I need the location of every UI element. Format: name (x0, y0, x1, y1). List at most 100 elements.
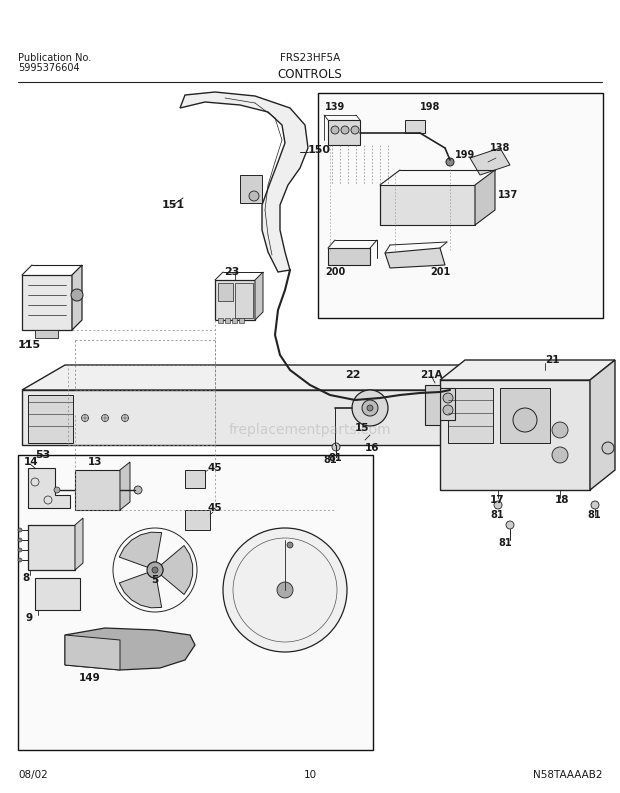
Circle shape (18, 558, 22, 562)
Text: 81: 81 (490, 510, 503, 520)
Text: 17: 17 (490, 495, 505, 505)
Text: 53: 53 (35, 450, 50, 460)
Circle shape (443, 405, 453, 415)
Circle shape (122, 415, 128, 422)
Text: 149: 149 (79, 673, 101, 683)
Circle shape (494, 501, 502, 509)
Text: 138: 138 (490, 143, 510, 153)
Text: 199: 199 (455, 150, 476, 160)
Polygon shape (120, 462, 130, 510)
Polygon shape (440, 388, 455, 420)
Text: 5: 5 (151, 575, 159, 585)
Text: FRS23HF5A: FRS23HF5A (280, 53, 340, 63)
Bar (318, 93, 603, 318)
Polygon shape (161, 546, 193, 595)
Circle shape (362, 400, 378, 416)
Circle shape (443, 393, 453, 403)
Bar (28, 395, 73, 443)
Text: 81: 81 (328, 453, 342, 463)
Polygon shape (28, 468, 70, 508)
Polygon shape (22, 275, 72, 330)
Text: 201: 201 (430, 267, 450, 277)
Text: Publication No.: Publication No. (18, 53, 91, 63)
Polygon shape (22, 390, 510, 445)
Text: 9: 9 (25, 613, 32, 623)
Bar (18, 455, 373, 750)
Polygon shape (470, 148, 510, 175)
Bar (235, 283, 253, 318)
Text: 8: 8 (22, 573, 29, 583)
Text: 45: 45 (208, 463, 223, 473)
Polygon shape (590, 360, 615, 490)
Polygon shape (65, 628, 195, 670)
Polygon shape (380, 185, 475, 225)
Polygon shape (35, 578, 80, 610)
Text: 5995376604: 5995376604 (18, 63, 79, 73)
Text: 15: 15 (355, 423, 370, 433)
Circle shape (332, 443, 340, 451)
Text: freplacementparts.com: freplacementparts.com (229, 423, 391, 437)
Polygon shape (255, 272, 263, 320)
Polygon shape (475, 170, 495, 225)
Circle shape (223, 528, 347, 652)
Polygon shape (119, 573, 162, 607)
Text: CONTROLS: CONTROLS (278, 68, 342, 82)
Circle shape (591, 501, 599, 509)
Polygon shape (75, 518, 83, 570)
Circle shape (102, 415, 108, 422)
Circle shape (331, 126, 339, 134)
Circle shape (287, 542, 293, 548)
Circle shape (552, 447, 568, 463)
Circle shape (18, 528, 22, 532)
Circle shape (513, 408, 537, 432)
Polygon shape (425, 385, 440, 425)
Polygon shape (22, 365, 555, 390)
Circle shape (18, 538, 22, 542)
Polygon shape (28, 525, 75, 570)
Polygon shape (72, 265, 82, 330)
Bar (225, 318, 230, 323)
Bar (240, 175, 262, 203)
Text: 200: 200 (325, 267, 345, 277)
Circle shape (134, 486, 142, 494)
Bar (218, 283, 233, 301)
Text: 137: 137 (498, 190, 518, 200)
Circle shape (446, 158, 454, 166)
Polygon shape (215, 280, 255, 320)
Text: 198: 198 (420, 102, 440, 112)
Polygon shape (440, 380, 590, 490)
Circle shape (71, 289, 83, 301)
Circle shape (18, 548, 22, 552)
Text: 14: 14 (24, 457, 38, 467)
Text: 139: 139 (325, 102, 345, 112)
Text: N58TAAAAB2: N58TAAAAB2 (533, 770, 602, 780)
Text: 21A: 21A (420, 370, 443, 380)
Text: 81: 81 (498, 538, 511, 548)
Polygon shape (35, 330, 58, 338)
Polygon shape (75, 470, 120, 510)
Text: 08/02: 08/02 (18, 770, 48, 780)
Text: 10: 10 (303, 770, 317, 780)
Polygon shape (385, 248, 445, 268)
Polygon shape (328, 248, 370, 265)
Bar (239, 318, 244, 323)
Polygon shape (185, 470, 205, 488)
Polygon shape (328, 120, 360, 145)
Circle shape (367, 405, 373, 411)
Text: 151: 151 (162, 200, 185, 210)
Text: 23: 23 (224, 267, 240, 277)
Text: 22: 22 (345, 370, 360, 380)
Circle shape (506, 521, 514, 529)
Polygon shape (65, 635, 120, 670)
Circle shape (54, 487, 60, 493)
Circle shape (81, 415, 89, 422)
Circle shape (352, 390, 388, 426)
Text: 115: 115 (18, 340, 41, 350)
Polygon shape (440, 360, 615, 380)
Polygon shape (405, 120, 425, 133)
Text: 81: 81 (587, 510, 601, 520)
Circle shape (152, 567, 158, 573)
Text: 45: 45 (208, 503, 223, 513)
Text: 21: 21 (545, 355, 559, 365)
Text: 150: 150 (308, 145, 331, 155)
